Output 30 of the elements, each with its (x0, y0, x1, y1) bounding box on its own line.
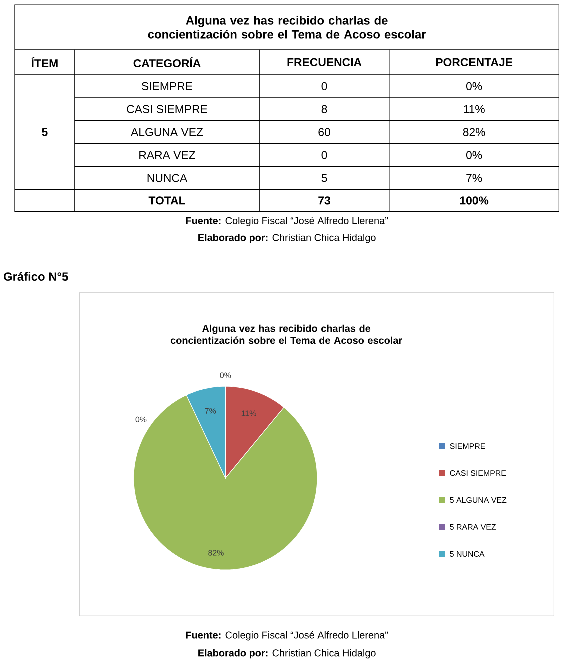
text: 82% (463, 128, 486, 136)
text: 7% (466, 174, 482, 182)
text: 0% (466, 151, 482, 160)
text: 5 (322, 174, 328, 182)
text: 0% (466, 82, 482, 90)
text: 73 (318, 196, 330, 205)
text: SIEMPRE (142, 82, 192, 90)
text: Elaborado por: Christian Chica Hidalgo (198, 649, 376, 659)
text: CASI SIEMPRE (127, 105, 208, 114)
text: ÍTEM (32, 57, 58, 68)
text: 0 (322, 151, 328, 160)
text: PORCENTAJE (436, 58, 512, 66)
text: Gráfico N°5 (4, 272, 68, 282)
text: 60 (318, 128, 330, 136)
text: 11% (464, 105, 485, 114)
chart-title: Alguna vez has recibido charlas de concientización sobre el Tema de Acoso escolar (170, 324, 402, 344)
text: RARA VEZ (140, 151, 196, 160)
text: NUNCA (148, 174, 188, 182)
text: Fuente: Colegio Fiscal “José Alfredo Llerena” (186, 216, 388, 226)
text: Alguna vez has recibido charlas de concientización sobre el Tema de Acoso escolar (148, 16, 426, 39)
text: 5 (42, 128, 48, 136)
text: Elaborado por: Christian Chica Hidalgo (198, 234, 376, 244)
text: 8 (322, 105, 328, 114)
text: ALGUNA VEZ (130, 128, 204, 136)
text: FRECUENCIA (288, 58, 362, 66)
text: 0 (322, 82, 328, 90)
text: Fuente: Colegio Fiscal “José Alfredo Llerena” (186, 631, 388, 641)
text: 100% (460, 196, 489, 205)
text: TOTAL (148, 196, 186, 205)
text: CATEGORÍA (134, 57, 201, 68)
